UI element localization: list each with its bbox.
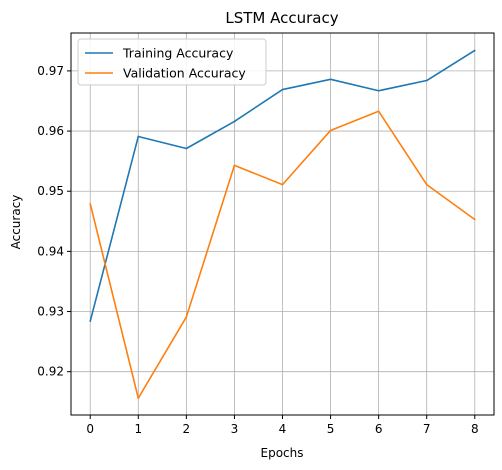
y-tick-label: 0.96 [37,124,64,138]
axis-ticks: 0 1 2 3 4 5 6 7 8 0.92 0.93 0.94 0.95 0.96 0.97 [37,64,478,436]
data-point [330,130,332,132]
chart-title: LSTM Accuracy [225,9,338,27]
data-point [89,320,91,322]
y-tick-label: 0.93 [37,305,64,319]
y-tick-label: 0.94 [37,244,64,258]
legend-label: Training Accuracy [122,46,234,61]
x-tick-label: 7 [423,422,431,436]
x-tick-label: 4 [279,422,287,436]
data-point [186,316,188,318]
y-tick-label: 0.92 [37,365,64,379]
x-tick-label: 0 [86,422,94,436]
x-tick-label: 1 [134,422,142,436]
data-point [426,184,428,186]
y-tick-label: 0.95 [37,184,64,198]
y-axis-label: Accuracy [9,195,23,250]
data-point [234,121,236,123]
data-point [89,203,91,205]
data-point [282,184,284,186]
data-point [426,80,428,82]
data-point [137,136,139,138]
y-tick-label: 0.97 [37,64,64,78]
x-tick-label: 3 [231,422,239,436]
data-point [378,110,380,112]
data-point [378,90,380,92]
data-point [234,165,236,167]
data-point [330,79,332,81]
data-point [137,397,139,399]
data-point [474,219,476,221]
data-point [474,50,476,52]
x-tick-label: 5 [327,422,335,436]
x-tick-label: 8 [471,422,479,436]
legend: Training Accuracy Validation Accuracy [78,39,266,85]
x-axis-label: Epochs [261,446,304,460]
x-tick-label: 2 [183,422,191,436]
data-point [186,148,188,150]
x-tick-label: 6 [375,422,383,436]
legend-label: Validation Accuracy [123,66,246,81]
data-point [282,89,284,91]
